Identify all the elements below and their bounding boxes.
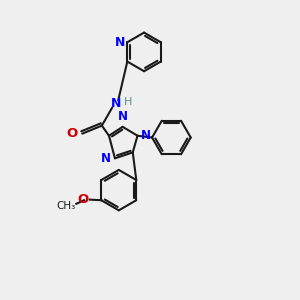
Text: H: H	[124, 97, 133, 106]
Text: N: N	[118, 110, 128, 123]
Text: O: O	[78, 193, 89, 206]
Text: N: N	[101, 152, 111, 165]
Text: O: O	[67, 127, 78, 140]
Text: N: N	[141, 129, 151, 142]
Text: N: N	[111, 98, 121, 110]
Text: CH₃: CH₃	[56, 201, 75, 211]
Text: N: N	[115, 36, 125, 49]
